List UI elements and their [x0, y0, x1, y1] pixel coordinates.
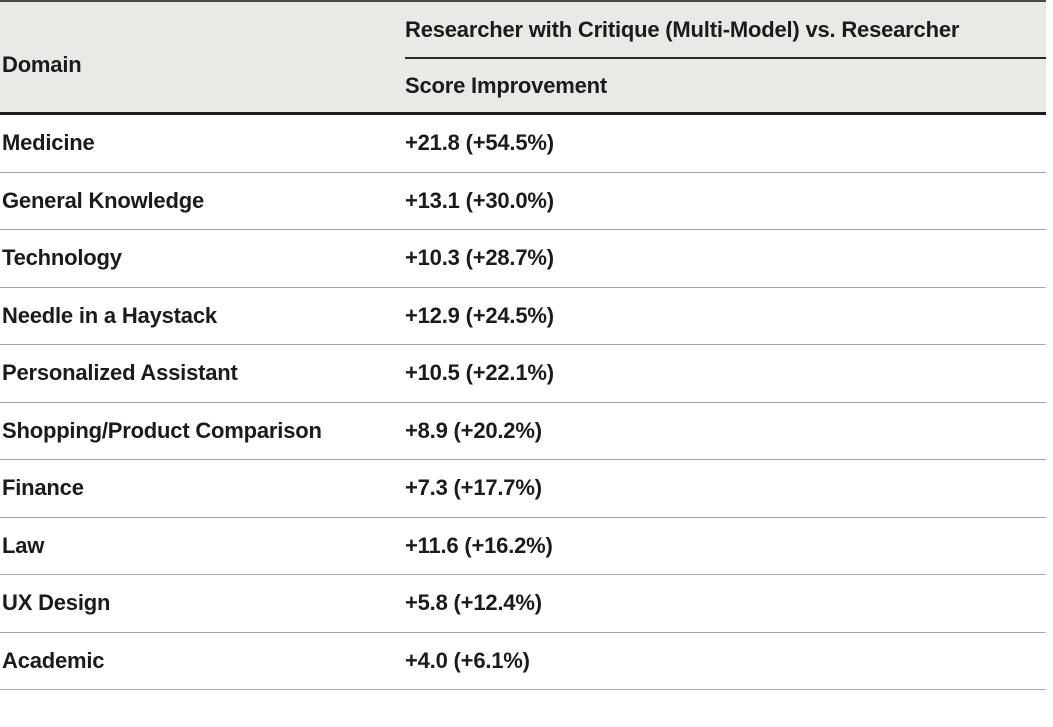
table-row: Medicine +21.8 (+54.5%): [0, 115, 1046, 173]
column-group-comparison: Researcher with Critique (Multi-Model) v…: [405, 2, 1046, 112]
improvement-cell: +4.0 (+6.1%): [405, 647, 530, 673]
table-row: Technology +10.3 (+28.7%): [0, 230, 1046, 288]
column-header-domain: Domain: [2, 52, 82, 77]
domain-cell: Academic: [2, 647, 105, 673]
domain-cell: Medicine: [2, 130, 95, 156]
domain-cell: Law: [2, 532, 45, 558]
improvement-cell: +8.9 (+20.2%): [405, 417, 542, 443]
table-body: Medicine +21.8 (+54.5%) General Knowledg…: [0, 115, 1046, 690]
column-header-score-improvement: Score Improvement: [405, 72, 608, 98]
table-row: Academic +4.0 (+6.1%): [0, 632, 1046, 690]
improvement-cell: +11.6 (+16.2%): [405, 532, 553, 558]
results-table: Domain Researcher with Critique (Multi-M…: [0, 0, 1046, 690]
table-row: Finance +7.3 (+17.7%): [0, 460, 1046, 518]
domain-cell: Needle in a Haystack: [2, 302, 217, 328]
table-header: Domain Researcher with Critique (Multi-M…: [0, 0, 1046, 115]
domain-cell: Shopping/Product Comparison: [2, 417, 322, 443]
column-group-header-researcher-critique: Researcher with Critique (Multi-Model) v…: [405, 2, 1046, 59]
table-row: Personalized Assistant +10.5 (+22.1%): [0, 345, 1046, 403]
table-row: UX Design +5.8 (+12.4%): [0, 575, 1046, 633]
domain-cell: Personalized Assistant: [2, 360, 238, 386]
improvement-cell: +12.9 (+24.5%): [405, 302, 554, 328]
improvement-cell: +10.5 (+22.1%): [405, 360, 554, 386]
domain-cell: Finance: [2, 475, 84, 501]
domain-cell: UX Design: [2, 590, 111, 616]
improvement-cell: +13.1 (+30.0%): [405, 187, 554, 213]
table-row: General Knowledge +13.1 (+30.0%): [0, 172, 1046, 230]
improvement-cell: +7.3 (+17.7%): [405, 475, 542, 501]
improvement-cell: +5.8 (+12.4%): [405, 590, 542, 616]
improvement-cell: +21.8 (+54.5%): [405, 130, 554, 156]
table-row: Shopping/Product Comparison +8.9 (+20.2%…: [0, 402, 1046, 460]
domain-cell: General Knowledge: [2, 187, 204, 213]
improvement-cell: +10.3 (+28.7%): [405, 245, 554, 271]
table-row: Needle in a Haystack +12.9 (+24.5%): [0, 287, 1046, 345]
table-row: Law +11.6 (+16.2%): [0, 517, 1046, 575]
domain-cell: Technology: [2, 245, 122, 271]
